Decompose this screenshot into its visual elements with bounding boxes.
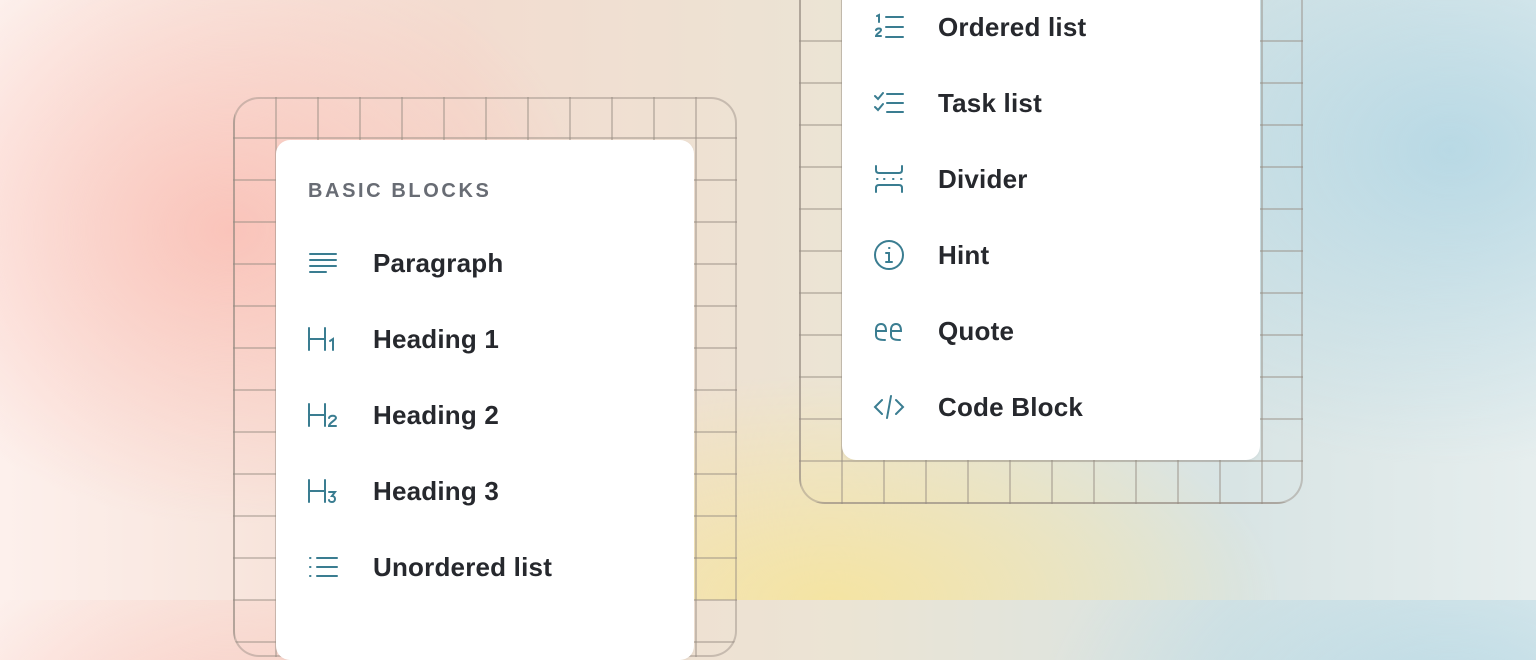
menu-item-label: Hint bbox=[938, 239, 990, 270]
menu-item-heading-3[interactable]: Heading 3 bbox=[276, 466, 694, 516]
menu-item-label: Code Block bbox=[938, 391, 1084, 422]
menu-item-label: Heading 2 bbox=[373, 399, 500, 430]
menu-item-divider[interactable]: Divider bbox=[842, 154, 1260, 204]
section-header: BASIC BLOCKS bbox=[308, 180, 492, 202]
menu-item-quote[interactable]: Quote bbox=[842, 306, 1260, 356]
menu-item-label: Heading 1 bbox=[373, 323, 500, 354]
block-menu-left: BASIC BLOCKS Paragraph Heading 1 Heading… bbox=[276, 140, 694, 660]
info-icon bbox=[872, 238, 906, 272]
divider-icon bbox=[872, 162, 906, 196]
menu-item-label: Quote bbox=[938, 315, 1015, 346]
menu-item-hint[interactable]: Hint bbox=[842, 230, 1260, 280]
unordered-list-icon bbox=[306, 550, 340, 584]
menu-item-label: Task list bbox=[938, 87, 1042, 118]
menu-item-label: Ordered list bbox=[938, 11, 1087, 42]
menu-item-label: Unordered list bbox=[373, 551, 553, 582]
block-menu-right: Ordered list Task list Divider Hint Quot… bbox=[842, 0, 1260, 460]
menu-item-code-block[interactable]: Code Block bbox=[842, 382, 1260, 432]
menu-item-label: Divider bbox=[938, 163, 1028, 194]
menu-item-paragraph[interactable]: Paragraph bbox=[276, 238, 694, 288]
menu-item-label: Paragraph bbox=[373, 247, 504, 278]
ordered-list-icon bbox=[872, 10, 906, 44]
heading-2-icon bbox=[306, 398, 340, 432]
menu-item-ordered-list[interactable]: Ordered list bbox=[842, 2, 1260, 52]
menu-item-heading-2[interactable]: Heading 2 bbox=[276, 390, 694, 440]
quote-icon bbox=[872, 314, 906, 348]
menu-item-label: Heading 3 bbox=[373, 475, 500, 506]
menu-item-heading-1[interactable]: Heading 1 bbox=[276, 314, 694, 364]
heading-1-icon bbox=[306, 322, 340, 356]
menu-item-task-list[interactable]: Task list bbox=[842, 78, 1260, 128]
heading-3-icon bbox=[306, 474, 340, 508]
paragraph-icon bbox=[306, 246, 340, 280]
menu-item-unordered-list[interactable]: Unordered list bbox=[276, 542, 694, 592]
code-icon bbox=[872, 390, 906, 424]
task-list-icon bbox=[872, 86, 906, 120]
